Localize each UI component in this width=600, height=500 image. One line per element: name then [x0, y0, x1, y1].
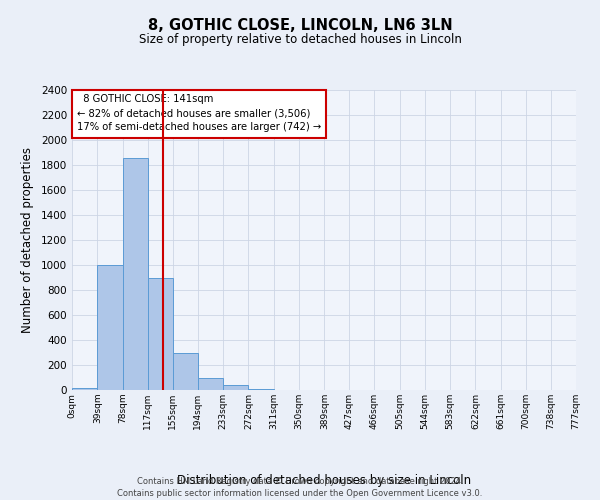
- Text: Size of property relative to detached houses in Lincoln: Size of property relative to detached ho…: [139, 32, 461, 46]
- Bar: [122, 158, 148, 390]
- Bar: [248, 389, 274, 390]
- Bar: [198, 378, 223, 390]
- Bar: [173, 352, 198, 390]
- Y-axis label: Number of detached properties: Number of detached properties: [21, 147, 34, 333]
- Text: 8, GOTHIC CLOSE, LINCOLN, LN6 3LN: 8, GOTHIC CLOSE, LINCOLN, LN6 3LN: [148, 18, 452, 32]
- Bar: [97, 265, 122, 390]
- Text: Contains HM Land Registry data © Crown copyright and database right 2024.
Contai: Contains HM Land Registry data © Crown c…: [118, 476, 482, 498]
- X-axis label: Distribution of detached houses by size in Lincoln: Distribution of detached houses by size …: [177, 474, 471, 486]
- Text: 8 GOTHIC CLOSE: 141sqm
← 82% of detached houses are smaller (3,506)
17% of semi-: 8 GOTHIC CLOSE: 141sqm ← 82% of detached…: [77, 94, 321, 132]
- Bar: [223, 385, 248, 390]
- Bar: [148, 278, 173, 390]
- Bar: [72, 388, 97, 390]
